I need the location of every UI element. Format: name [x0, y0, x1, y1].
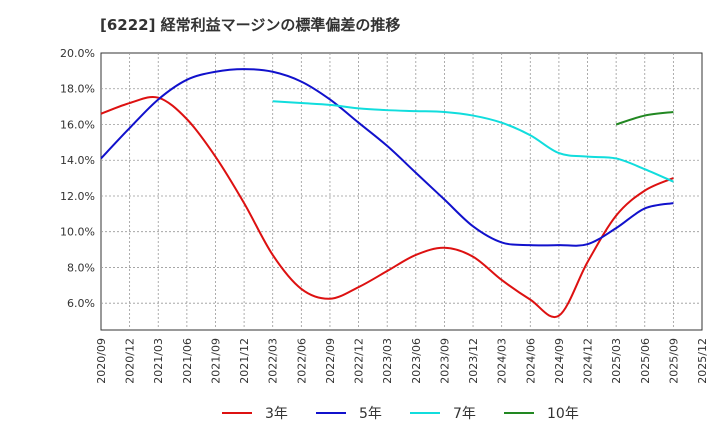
x-tick-label: 2021/03 [152, 338, 165, 384]
legend-label-0: 3年 [265, 406, 288, 422]
y-tick-label: 16.0% [60, 118, 95, 131]
series-line-1 [100, 68, 674, 247]
x-tick-label: 2021/12 [238, 338, 251, 384]
y-tick-label: 20.0% [60, 47, 95, 60]
series-line-3 [615, 110, 674, 126]
x-tick-label: 2023/03 [381, 338, 394, 384]
legend-label-2: 7年 [453, 406, 476, 422]
x-tick-label: 2024/06 [524, 338, 537, 384]
y-tick-label: 10.0% [60, 226, 95, 239]
x-tick-label: 2023/09 [438, 338, 451, 384]
x-tick-label: 2020/09 [95, 338, 108, 384]
x-tick-label: 2025/03 [610, 338, 623, 384]
x-tick-label: 2023/06 [410, 338, 423, 384]
x-tick-label: 2022/03 [267, 338, 280, 384]
x-tick-label: 2022/09 [324, 338, 337, 384]
chart-title: [6222] 経常利益マージンの標準偏差の推移 [100, 16, 401, 34]
x-tick-label: 2021/09 [209, 338, 222, 384]
legend-label-1: 5年 [359, 406, 382, 422]
y-tick-label: 14.0% [60, 154, 95, 167]
x-tick-label: 2024/03 [496, 338, 509, 384]
x-tick-label: 2022/06 [295, 338, 308, 384]
series-line-0 [100, 96, 674, 319]
x-tick-label: 2024/12 [582, 338, 595, 384]
x-tick-label: 2022/12 [353, 338, 366, 384]
x-tick-label: 2024/09 [553, 338, 566, 384]
y-tick-label: 8.0% [67, 261, 95, 274]
series-line-2 [272, 100, 674, 183]
y-tick-label: 12.0% [60, 190, 95, 203]
x-tick-label: 2025/06 [639, 338, 652, 384]
x-tick-label: 2025/12 [696, 338, 709, 384]
x-tick-label: 2021/06 [181, 338, 194, 384]
y-tick-label: 18.0% [60, 83, 95, 96]
legend-label-3: 10年 [547, 406, 579, 422]
x-tick-label: 2020/12 [124, 338, 137, 384]
y-tick-label: 6.0% [67, 297, 95, 310]
plot-area [100, 52, 703, 331]
x-tick-label: 2025/09 [667, 338, 680, 384]
x-tick-label: 2023/12 [467, 338, 480, 384]
